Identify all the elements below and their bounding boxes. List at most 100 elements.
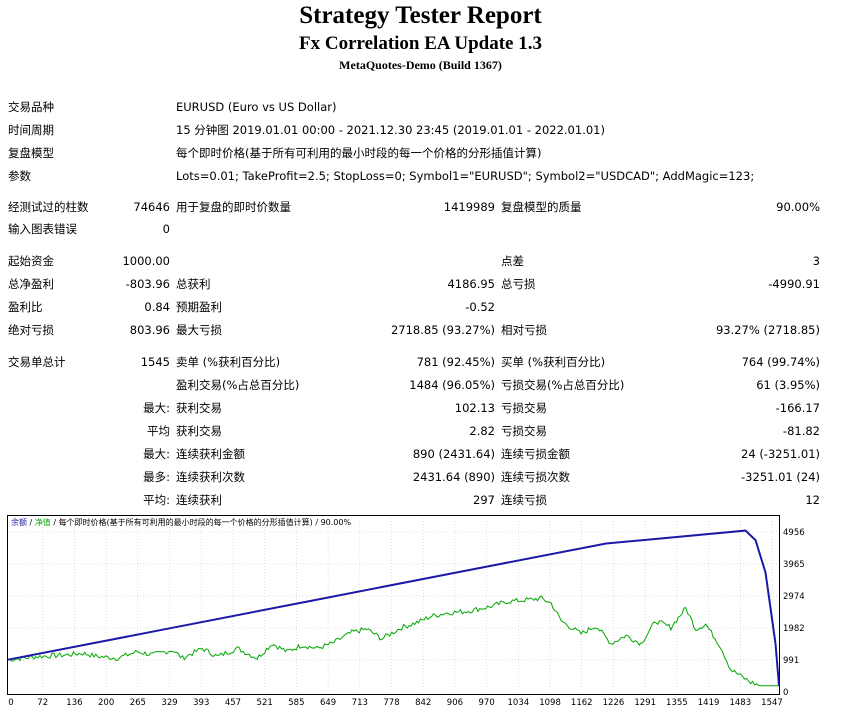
x-tick-label: 1419 [698, 698, 720, 708]
x-tick-label: 906 [447, 698, 463, 708]
x-tick-label: 1034 [508, 698, 530, 708]
max-consec-loss-amt-value: 24 (-3251.01) [741, 447, 820, 461]
profit-trades-label: 盈利交易(%占总百分比) [176, 378, 300, 392]
max-consec-win-amt-value: 890 (2431.64) [412, 447, 495, 461]
symbol-value: EURUSD (Euro vs US Dollar) [176, 100, 337, 114]
max-consec-loss-cnt-value: -3251.01 (24) [741, 470, 820, 484]
chart-grid [8, 518, 779, 692]
x-tick-label: 457 [225, 698, 241, 708]
x-tick-label: 1226 [603, 698, 625, 708]
spread-label: 点差 [501, 254, 524, 268]
equity-line [7, 595, 779, 687]
chart-series [7, 529, 780, 687]
rel-dd-value: 93.27% (2718.85) [715, 323, 820, 337]
short-label: 卖单 (%获利百分比) [176, 355, 281, 369]
most-consec-prefix: 最多: [143, 470, 170, 484]
x-tick-label: 1291 [634, 698, 656, 708]
ticks-value: 1419989 [443, 200, 495, 214]
x-tick-label: 136 [66, 698, 82, 708]
largest-loss-value: -166.17 [775, 401, 820, 415]
errors-label: 输入图表错误 [8, 222, 77, 236]
max-consec-loss-cnt-label: 连续亏损次数 [501, 470, 570, 484]
avg-win-value: 2.82 [469, 424, 495, 438]
y-tick-label: 1982 [783, 624, 805, 634]
deposit-value: 1000.00 [122, 254, 170, 268]
legend-sep: / [27, 518, 35, 527]
max-consec-win-cnt-value: 2431.64 (890) [412, 470, 495, 484]
chart-frame [7, 515, 780, 695]
trades-label: 交易单总计 [8, 355, 66, 369]
x-tick-label: 329 [161, 698, 177, 708]
x-tick-label: 1355 [666, 698, 688, 708]
params-value: Lots=0.01; TakeProfit=2.5; StopLoss=0; S… [176, 169, 755, 183]
y-tick-label: 0 [783, 688, 788, 698]
errors-value: 0 [162, 222, 170, 236]
max-consec-win-cnt-label: 连续获利次数 [176, 470, 245, 484]
x-axis-ticks: 0 72 136 200 265 329 393 457 521 585 649 713 778 842 9… [8, 698, 783, 708]
max-dd-value: 2718.85 (93.27%) [390, 323, 495, 337]
profit-trades-value: 1484 (96.05%) [409, 378, 495, 392]
largest-prefix: 最大: [143, 401, 170, 415]
avg-consec-win-label: 连续获利 [176, 493, 222, 507]
x-tick-label: 778 [383, 698, 399, 708]
loss-trades-value: 61 (3.95%) [756, 378, 820, 392]
avg-win-label: 获利交易 [176, 424, 222, 438]
max-consec-prefix: 最大: [143, 447, 170, 461]
short-value: 781 (92.45%) [416, 355, 495, 369]
gross-profit-value: 4186.95 [447, 277, 495, 291]
period-value: 15 分钟图 2019.01.01 00:00 - 2021.12.30 23:… [176, 123, 605, 137]
avg-consec-loss-value: 12 [805, 493, 820, 507]
max-dd-label: 最大亏损 [176, 323, 222, 337]
largest-win-value: 102.13 [454, 401, 495, 415]
largest-loss-label: 亏损交易 [501, 401, 547, 415]
avg-loss-label: 亏损交易 [501, 424, 547, 438]
rel-dd-label: 相对亏损 [501, 323, 547, 337]
abs-dd-label: 绝对亏损 [8, 323, 54, 337]
gross-loss-value: -4990.91 [768, 277, 820, 291]
x-tick-label: 521 [257, 698, 273, 708]
y-tick-label: 991 [783, 656, 799, 666]
largest-win-label: 获利交易 [176, 401, 222, 415]
legend-balance: 余额 [11, 517, 27, 527]
long-label: 买单 (%获利百分比) [501, 355, 606, 369]
quality-value: 90.00% [776, 200, 820, 214]
model-label: 复盘模型 [8, 146, 54, 160]
x-tick-label: 649 [320, 698, 336, 708]
pf-label: 盈利比 [8, 300, 43, 314]
bars-label: 经测试过的柱数 [8, 200, 89, 214]
gross-profit-label: 总获利 [176, 277, 211, 291]
avg-consec-prefix: 平均: [143, 493, 170, 507]
y-tick-label: 4956 [783, 528, 805, 538]
x-tick-label: 1547 [761, 698, 783, 708]
net-value: -803.96 [125, 277, 170, 291]
trades-value: 1545 [140, 355, 170, 369]
gross-loss-label: 总亏损 [501, 277, 536, 291]
x-tick-label: 0 [8, 698, 13, 708]
chart-legend: 余额 / 净值 / 每个即时价格(基于所有可利用的最小时段的每一个价格的分形插值… [11, 517, 351, 527]
report-build: MetaQuotes-Demo (Build 1367) [339, 58, 502, 72]
period-label: 时间周期 [8, 123, 54, 137]
avg-consec-loss-label: 连续亏损 [501, 493, 547, 507]
x-tick-label: 1483 [729, 698, 751, 708]
params-label: 参数 [8, 169, 31, 183]
abs-dd-value: 803.96 [129, 323, 170, 337]
long-value: 764 (99.74%) [741, 355, 820, 369]
x-tick-label: 713 [352, 698, 368, 708]
model-value: 每个即时价格(基于所有可利用的最小时段的每一个价格的分形插值计算) [176, 146, 542, 160]
pf-value: 0.84 [144, 300, 170, 314]
symbol-label: 交易品种 [8, 100, 54, 114]
payoff-value: -0.52 [465, 300, 495, 314]
net-label: 总净盈利 [8, 277, 54, 291]
x-tick-label: 265 [130, 698, 146, 708]
y-tick-label: 3965 [783, 560, 805, 570]
x-tick-label: 393 [193, 698, 209, 708]
max-consec-loss-amt-label: 连续亏损金额 [501, 447, 570, 461]
x-tick-label: 1098 [539, 698, 561, 708]
loss-trades-label: 亏损交易(%占总百分比) [501, 378, 625, 392]
max-consec-win-amt-label: 连续获利金额 [176, 447, 245, 461]
x-tick-label: 585 [288, 698, 304, 708]
x-tick-label: 200 [98, 698, 114, 708]
report-subtitle: Fx Correlation EA Update 1.3 [299, 33, 542, 54]
bars-value: 74646 [133, 200, 170, 214]
avg-loss-value: -81.82 [782, 424, 820, 438]
